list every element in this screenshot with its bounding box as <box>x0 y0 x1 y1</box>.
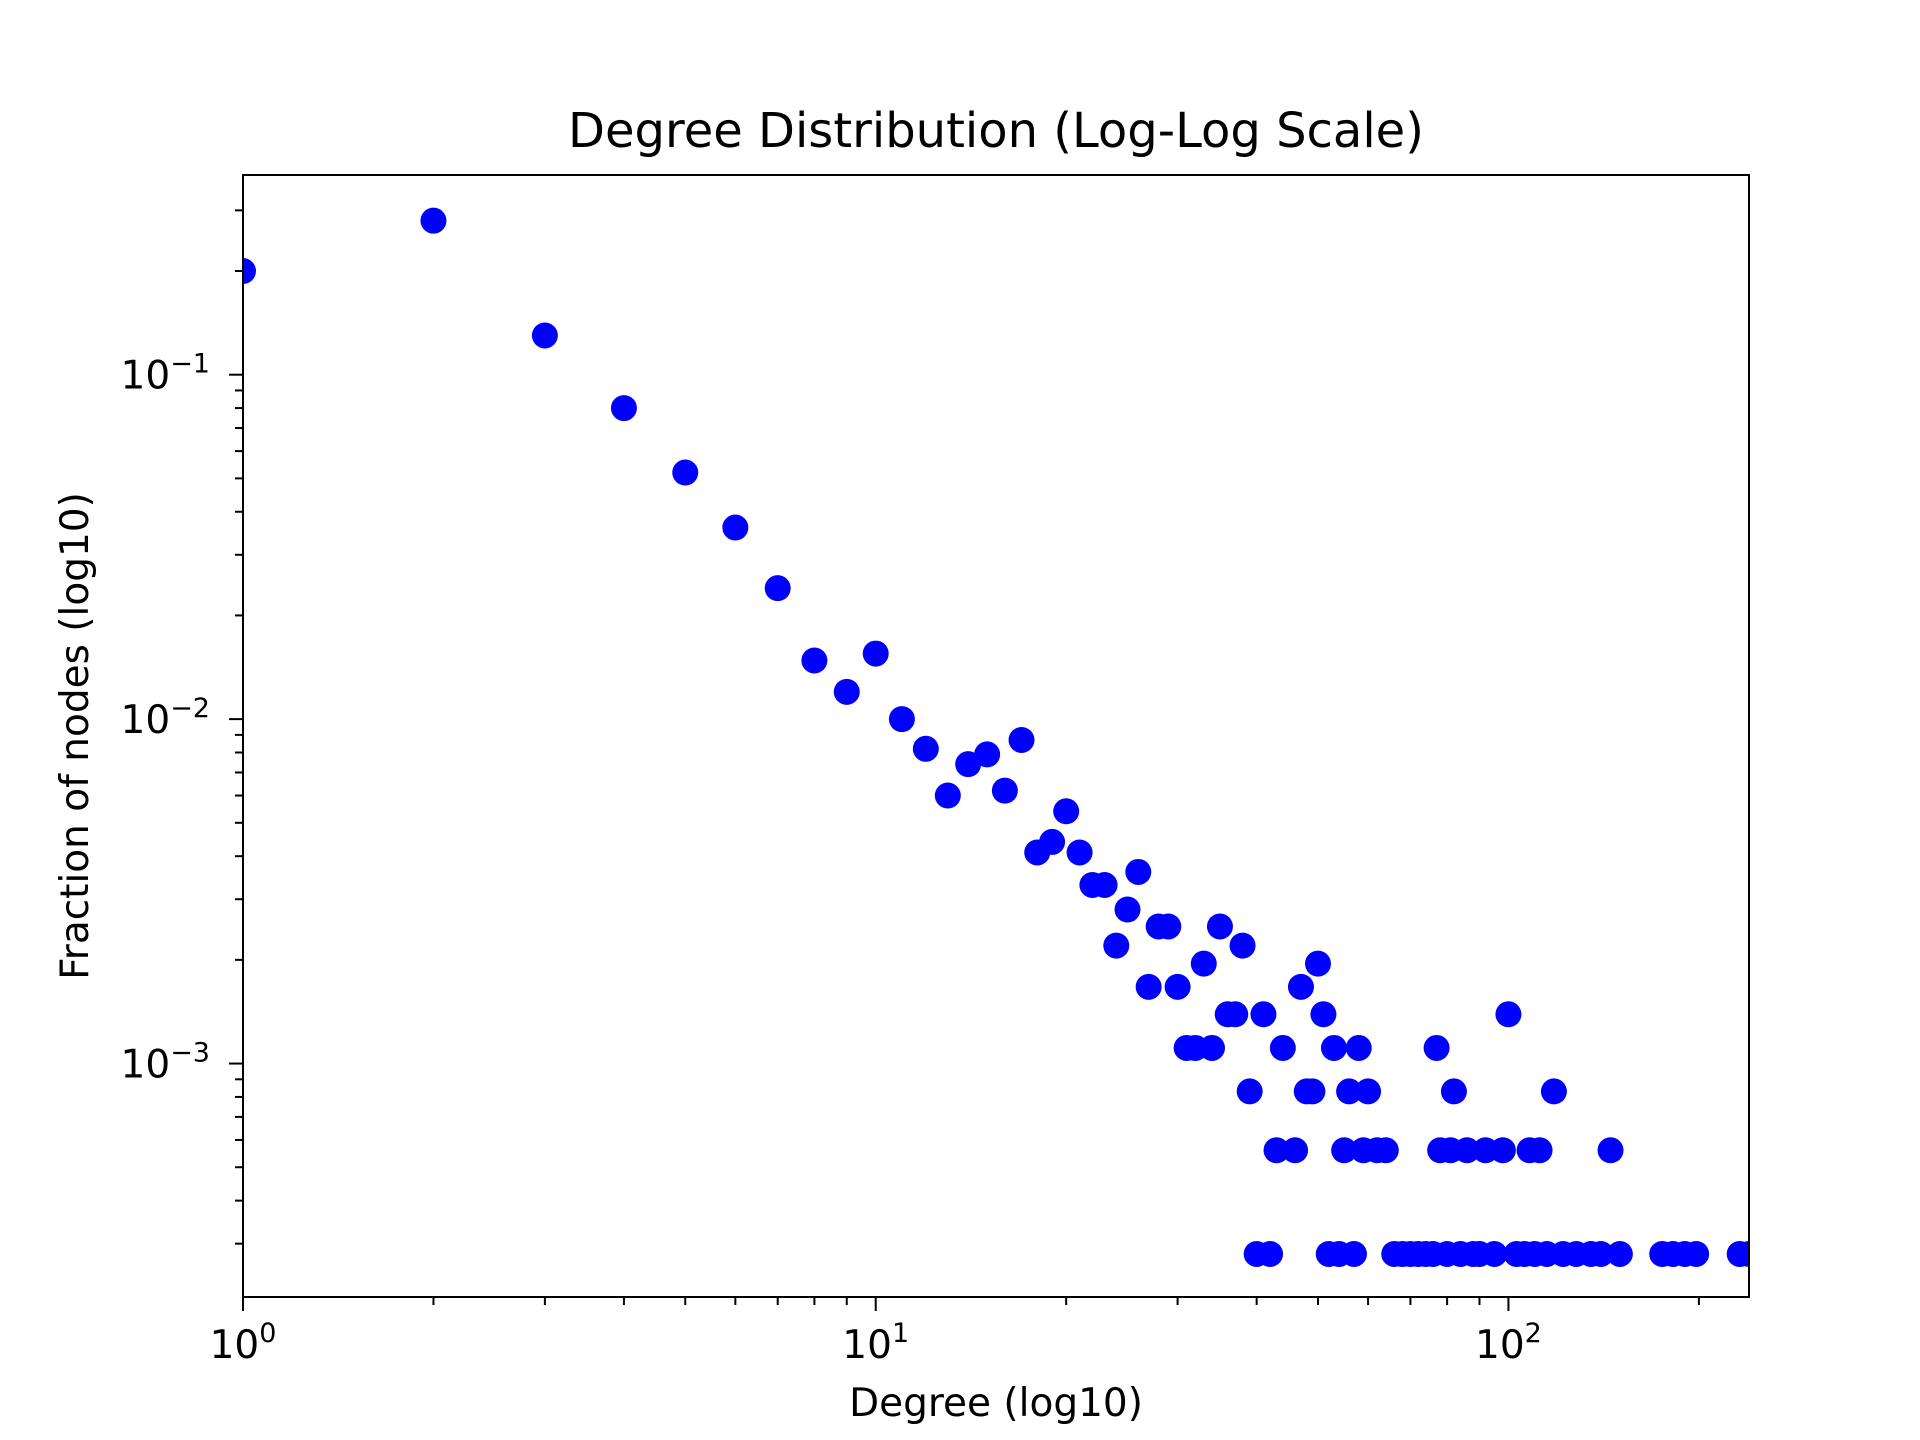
data-point <box>1229 932 1256 959</box>
scatter-points <box>243 207 1749 1267</box>
y-axis-ticks: 10−1 10−2 10−3 <box>121 209 243 1245</box>
data-point <box>1053 798 1080 825</box>
y-tick-label: 10−3 <box>121 1038 210 1088</box>
x-axis-label: Degree (log10) <box>849 1381 1143 1426</box>
data-point <box>531 322 558 349</box>
data-point <box>1336 1078 1363 1105</box>
data-point <box>1236 1078 1263 1105</box>
data-point <box>1331 1137 1358 1164</box>
data-point <box>1287 973 1314 1000</box>
data-point <box>1340 1240 1367 1267</box>
data-point <box>1282 1137 1309 1164</box>
data-point <box>1250 1001 1277 1028</box>
data-point <box>1320 1034 1347 1061</box>
data-point <box>1299 1078 1326 1105</box>
data-point <box>1481 1240 1508 1267</box>
data-point <box>1310 1001 1337 1028</box>
plot-frame <box>242 174 1750 1298</box>
x-tick-label: 102 <box>1475 1318 1542 1368</box>
data-point <box>1114 896 1141 923</box>
data-point <box>1736 1240 1749 1267</box>
y-tick-label: 10−2 <box>121 693 210 743</box>
data-point <box>1489 1137 1516 1164</box>
data-point <box>1495 1001 1522 1028</box>
data-point <box>420 207 447 234</box>
data-point <box>1423 1034 1450 1061</box>
data-point <box>1345 1034 1372 1061</box>
data-point <box>1206 913 1233 940</box>
x-tick-label: 100 <box>210 1318 277 1368</box>
data-point <box>801 647 828 674</box>
y-axis-label: Fraction of nodes (log10) <box>53 492 98 980</box>
data-point <box>974 741 1001 768</box>
data-point <box>888 706 915 733</box>
data-point <box>1372 1137 1399 1164</box>
y-tick-label: 10−1 <box>121 349 210 399</box>
data-point <box>1103 932 1130 959</box>
data-point <box>1066 839 1093 866</box>
data-point <box>1164 973 1191 1000</box>
data-point <box>1135 973 1162 1000</box>
data-point <box>1257 1240 1284 1267</box>
data-point <box>243 258 256 285</box>
data-point <box>1540 1078 1567 1105</box>
data-point <box>1039 828 1066 855</box>
chart-title: Degree Distribution (Log-Log Scale) <box>568 103 1424 159</box>
data-point <box>722 514 749 541</box>
data-point <box>672 459 699 486</box>
x-axis-ticks: 100 101 102 <box>210 1297 1700 1368</box>
data-point <box>912 735 939 762</box>
data-point <box>1453 1137 1480 1164</box>
data-point <box>1263 1137 1290 1164</box>
data-point <box>1190 950 1217 977</box>
data-point <box>1606 1240 1633 1267</box>
data-point <box>1269 1034 1296 1061</box>
data-point <box>934 782 961 809</box>
data-point <box>1355 1078 1382 1105</box>
data-point <box>1155 913 1182 940</box>
data-point <box>1597 1137 1624 1164</box>
data-point <box>1304 950 1331 977</box>
data-point <box>1683 1240 1710 1267</box>
data-point <box>1526 1137 1553 1164</box>
x-tick-label: 101 <box>842 1318 909 1368</box>
data-point <box>1091 871 1118 898</box>
data-point <box>833 678 860 705</box>
data-point <box>1440 1078 1467 1105</box>
data-point <box>610 395 637 422</box>
data-point <box>1198 1034 1225 1061</box>
data-point <box>764 575 791 602</box>
data-point <box>1222 1001 1249 1028</box>
data-point <box>862 640 889 667</box>
data-point <box>991 777 1018 804</box>
data-point <box>1587 1240 1614 1267</box>
data-point <box>1008 726 1035 753</box>
data-point <box>1125 858 1152 885</box>
